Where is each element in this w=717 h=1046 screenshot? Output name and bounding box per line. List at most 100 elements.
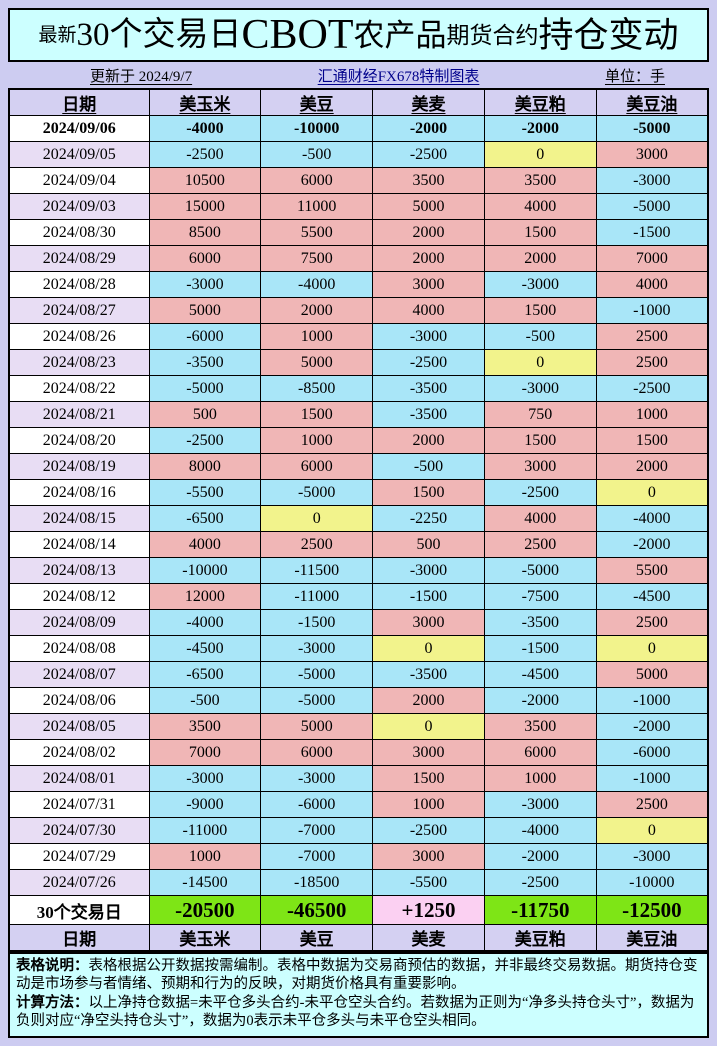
value-cell: -7000 xyxy=(260,817,374,844)
date-cell: 2024/08/19 xyxy=(8,453,150,480)
value-cell: 2500 xyxy=(483,531,597,558)
date-cell: 2024/08/06 xyxy=(8,687,150,714)
summary-value-cell: -20500 xyxy=(148,895,262,925)
date-cell: 2024/08/13 xyxy=(8,557,150,584)
value-cell: 1000 xyxy=(483,765,597,792)
value-cell: -2000 xyxy=(483,843,597,870)
value-cell: 1000 xyxy=(260,427,374,454)
value-cell: 2500 xyxy=(595,609,709,636)
value-cell: 7000 xyxy=(595,245,709,272)
value-cell: 4000 xyxy=(483,505,597,532)
value-cell: 3000 xyxy=(372,609,485,636)
value-cell: 0 xyxy=(595,817,709,844)
date-cell: 2024/08/07 xyxy=(8,661,150,688)
table-row: 2024/08/22 -5000 -8500 -3500 -3000 -2500 xyxy=(8,375,709,402)
column-header-2: 美豆 xyxy=(260,88,374,116)
title-segment: 期货合约 xyxy=(446,22,539,48)
value-cell: -5000 xyxy=(595,193,709,220)
value-cell: 6000 xyxy=(483,739,597,766)
value-cell: -2500 xyxy=(372,817,485,844)
value-cell: 12000 xyxy=(148,583,262,610)
table-row: 2024/08/13 -10000 -11500 -3000 -5000 5500 xyxy=(8,557,709,584)
value-cell: 2000 xyxy=(372,427,485,454)
value-cell: 2500 xyxy=(260,531,374,558)
value-cell: -6500 xyxy=(148,505,262,532)
title-segment-cbot: CBOT xyxy=(241,12,354,58)
value-cell: 8500 xyxy=(148,219,262,246)
positions-table: 日期 美玉米 美豆 美麦 美豆粕 美豆油 2024/09/06 -4000 -10000 -20… xyxy=(8,88,709,952)
table-row: 2024/08/08 -4500 -3000 0 -1500 0 xyxy=(8,635,709,662)
date-cell: 2024/09/03 xyxy=(8,193,150,220)
value-cell: 500 xyxy=(372,531,485,558)
value-cell: -3500 xyxy=(372,401,485,428)
value-cell: -6000 xyxy=(595,739,709,766)
value-cell: -14500 xyxy=(148,869,262,896)
value-cell: 2000 xyxy=(595,453,709,480)
value-cell: 0 xyxy=(260,505,374,532)
date-cell: 2024/07/30 xyxy=(8,817,150,844)
table-row: 2024/08/29 6000 7500 2000 2000 7000 xyxy=(8,245,709,272)
value-cell: -1500 xyxy=(483,635,597,662)
column-header-0: 日期 xyxy=(8,88,150,116)
value-cell: 1500 xyxy=(483,427,597,454)
value-cell: -3000 xyxy=(148,271,262,298)
value-cell: -10000 xyxy=(260,115,374,142)
table-row: 2024/08/30 8500 5500 2000 1500 -1500 xyxy=(8,219,709,246)
value-cell: -3500 xyxy=(372,375,485,402)
value-cell: -3000 xyxy=(595,843,709,870)
value-cell: -2500 xyxy=(148,141,262,168)
value-cell: 6000 xyxy=(148,245,262,272)
date-cell: 2024/08/28 xyxy=(8,271,150,298)
title-segment: 30个交易日 xyxy=(76,16,242,53)
value-cell: -9000 xyxy=(148,791,262,818)
table-row: 2024/09/03 15000 11000 5000 4000 -5000 xyxy=(8,193,709,220)
value-cell: -5000 xyxy=(260,661,374,688)
summary-value-cell: -46500 xyxy=(260,895,374,925)
value-cell: -2000 xyxy=(372,115,485,142)
value-cell: 0 xyxy=(595,479,709,506)
value-cell: 10500 xyxy=(148,167,262,194)
value-cell: -3000 xyxy=(372,557,485,584)
value-cell: 4000 xyxy=(483,193,597,220)
value-cell: -5000 xyxy=(595,115,709,142)
table-row: 2024/08/28 -3000 -4000 3000 -3000 4000 xyxy=(8,271,709,298)
value-cell: -10000 xyxy=(148,557,262,584)
value-cell: 3000 xyxy=(595,141,709,168)
value-cell: -3000 xyxy=(148,765,262,792)
value-cell: -3500 xyxy=(148,349,262,376)
value-cell: -4500 xyxy=(595,583,709,610)
column-header-1: 美玉米 xyxy=(148,88,262,116)
note-text: 以上净持仓数据=未平仓多头合约-未平仓空头合约。若数据为正则为“净多头持仓头寸”… xyxy=(16,994,695,1029)
value-cell: 3000 xyxy=(372,739,485,766)
table-row: 2024/08/12 12000 -11000 -1500 -7500 -4500 xyxy=(8,583,709,610)
column-header-5: 美豆油 xyxy=(595,88,709,116)
value-cell: 4000 xyxy=(595,271,709,298)
date-cell: 2024/07/31 xyxy=(8,791,150,818)
value-cell: 2500 xyxy=(595,349,709,376)
table-row: 2024/09/04 10500 6000 3500 3500 -3000 xyxy=(8,167,709,194)
footer-column-header-3: 美麦 xyxy=(372,924,485,952)
date-cell: 2024/07/26 xyxy=(8,869,150,896)
value-cell: -3000 xyxy=(483,375,597,402)
value-cell: -4000 xyxy=(148,115,262,142)
value-cell: -5000 xyxy=(260,687,374,714)
table-row: 2024/08/21 500 1500 -3500 750 1000 xyxy=(8,401,709,428)
value-cell: 7000 xyxy=(148,739,262,766)
title-segment: 农产品 xyxy=(353,17,447,53)
value-cell: -3000 xyxy=(260,765,374,792)
date-cell: 2024/08/20 xyxy=(8,427,150,454)
footer-column-header-0: 日期 xyxy=(8,924,150,952)
page-title: 最新 30个交易日 CBOT 农产品 期货合约 持仓变动 xyxy=(8,8,709,62)
value-cell: 6000 xyxy=(260,453,374,480)
summary-value-cell: -12500 xyxy=(595,895,709,925)
value-cell: -4000 xyxy=(260,271,374,298)
value-cell: 5000 xyxy=(148,297,262,324)
value-cell: -2500 xyxy=(483,869,597,896)
value-cell: -2000 xyxy=(595,713,709,740)
value-cell: 1000 xyxy=(260,323,374,350)
value-cell: -500 xyxy=(483,323,597,350)
value-cell: 5000 xyxy=(260,713,374,740)
value-cell: 3500 xyxy=(483,713,597,740)
value-cell: 3500 xyxy=(372,167,485,194)
